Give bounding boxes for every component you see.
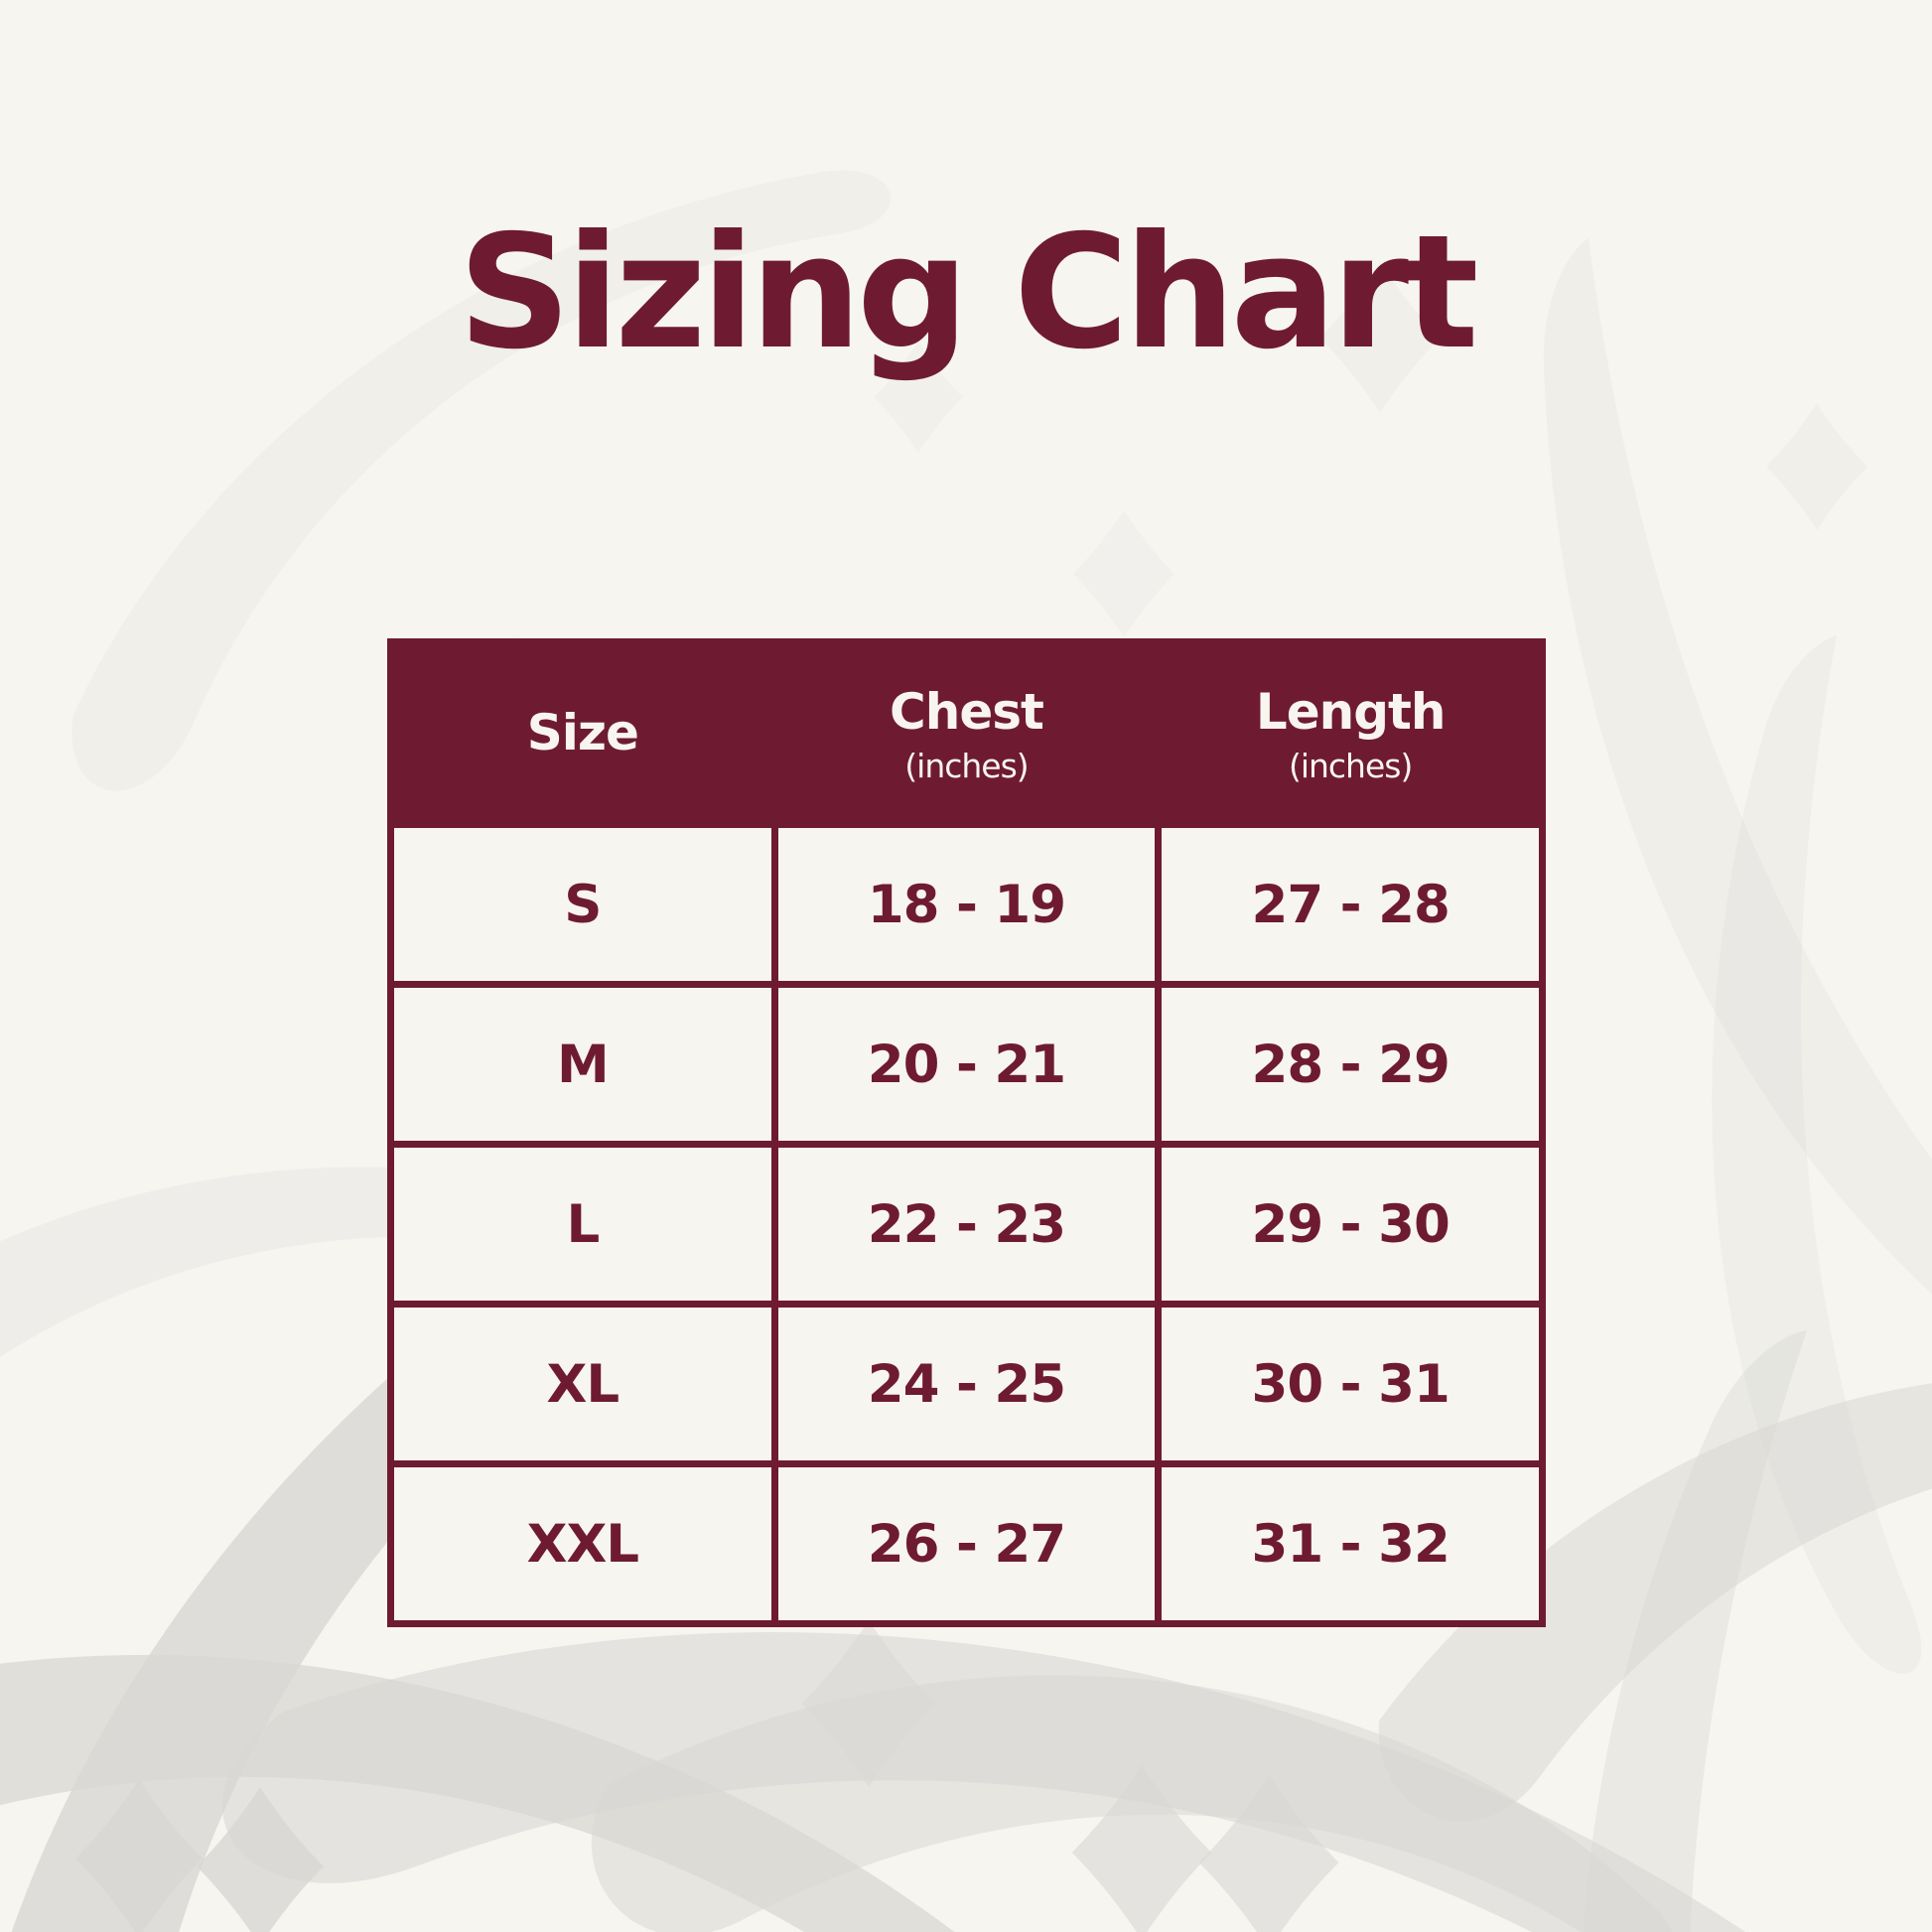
sizing-table: Size Chest (inches) Length (inches) S 18… <box>387 638 1546 1627</box>
column-header-size-label: Size <box>526 704 639 761</box>
table-header-row: Size Chest (inches) Length (inches) <box>387 638 1546 828</box>
length-cell: 29 - 30 <box>1155 1141 1546 1308</box>
title-area: Sizing Chart <box>0 0 1932 371</box>
table-row: M 20 - 21 28 - 29 <box>387 981 1546 1148</box>
length-cell: 31 - 32 <box>1155 1460 1546 1627</box>
page-title: Sizing Chart <box>458 202 1478 384</box>
column-header-length-unit: (inches) <box>1288 746 1413 785</box>
column-header-chest: Chest (inches) <box>770 638 1163 828</box>
length-cell: 28 - 29 <box>1155 981 1546 1148</box>
size-cell: XL <box>387 1301 778 1467</box>
chest-cell: 24 - 25 <box>770 1301 1163 1467</box>
size-cell: M <box>387 981 778 1148</box>
length-cell: 27 - 28 <box>1155 821 1546 988</box>
table-row: S 18 - 19 27 - 28 <box>387 821 1546 988</box>
table-row: XL 24 - 25 30 - 31 <box>387 1301 1546 1467</box>
size-cell: L <box>387 1141 778 1308</box>
size-cell: XXL <box>387 1460 778 1627</box>
column-header-length-label: Length <box>1255 682 1447 741</box>
chest-cell: 20 - 21 <box>770 981 1163 1148</box>
size-cell: S <box>387 821 778 988</box>
table-row: L 22 - 23 29 - 30 <box>387 1141 1546 1308</box>
chest-cell: 22 - 23 <box>770 1141 1163 1308</box>
length-cell: 30 - 31 <box>1155 1301 1546 1467</box>
column-header-chest-unit: (inches) <box>904 746 1029 785</box>
column-header-size: Size <box>387 638 778 828</box>
column-header-length: Length (inches) <box>1155 638 1546 828</box>
chest-cell: 18 - 19 <box>770 821 1163 988</box>
column-header-chest-label: Chest <box>890 682 1044 741</box>
chest-cell: 26 - 27 <box>770 1460 1163 1627</box>
table-row: XXL 26 - 27 31 - 32 <box>387 1460 1546 1627</box>
